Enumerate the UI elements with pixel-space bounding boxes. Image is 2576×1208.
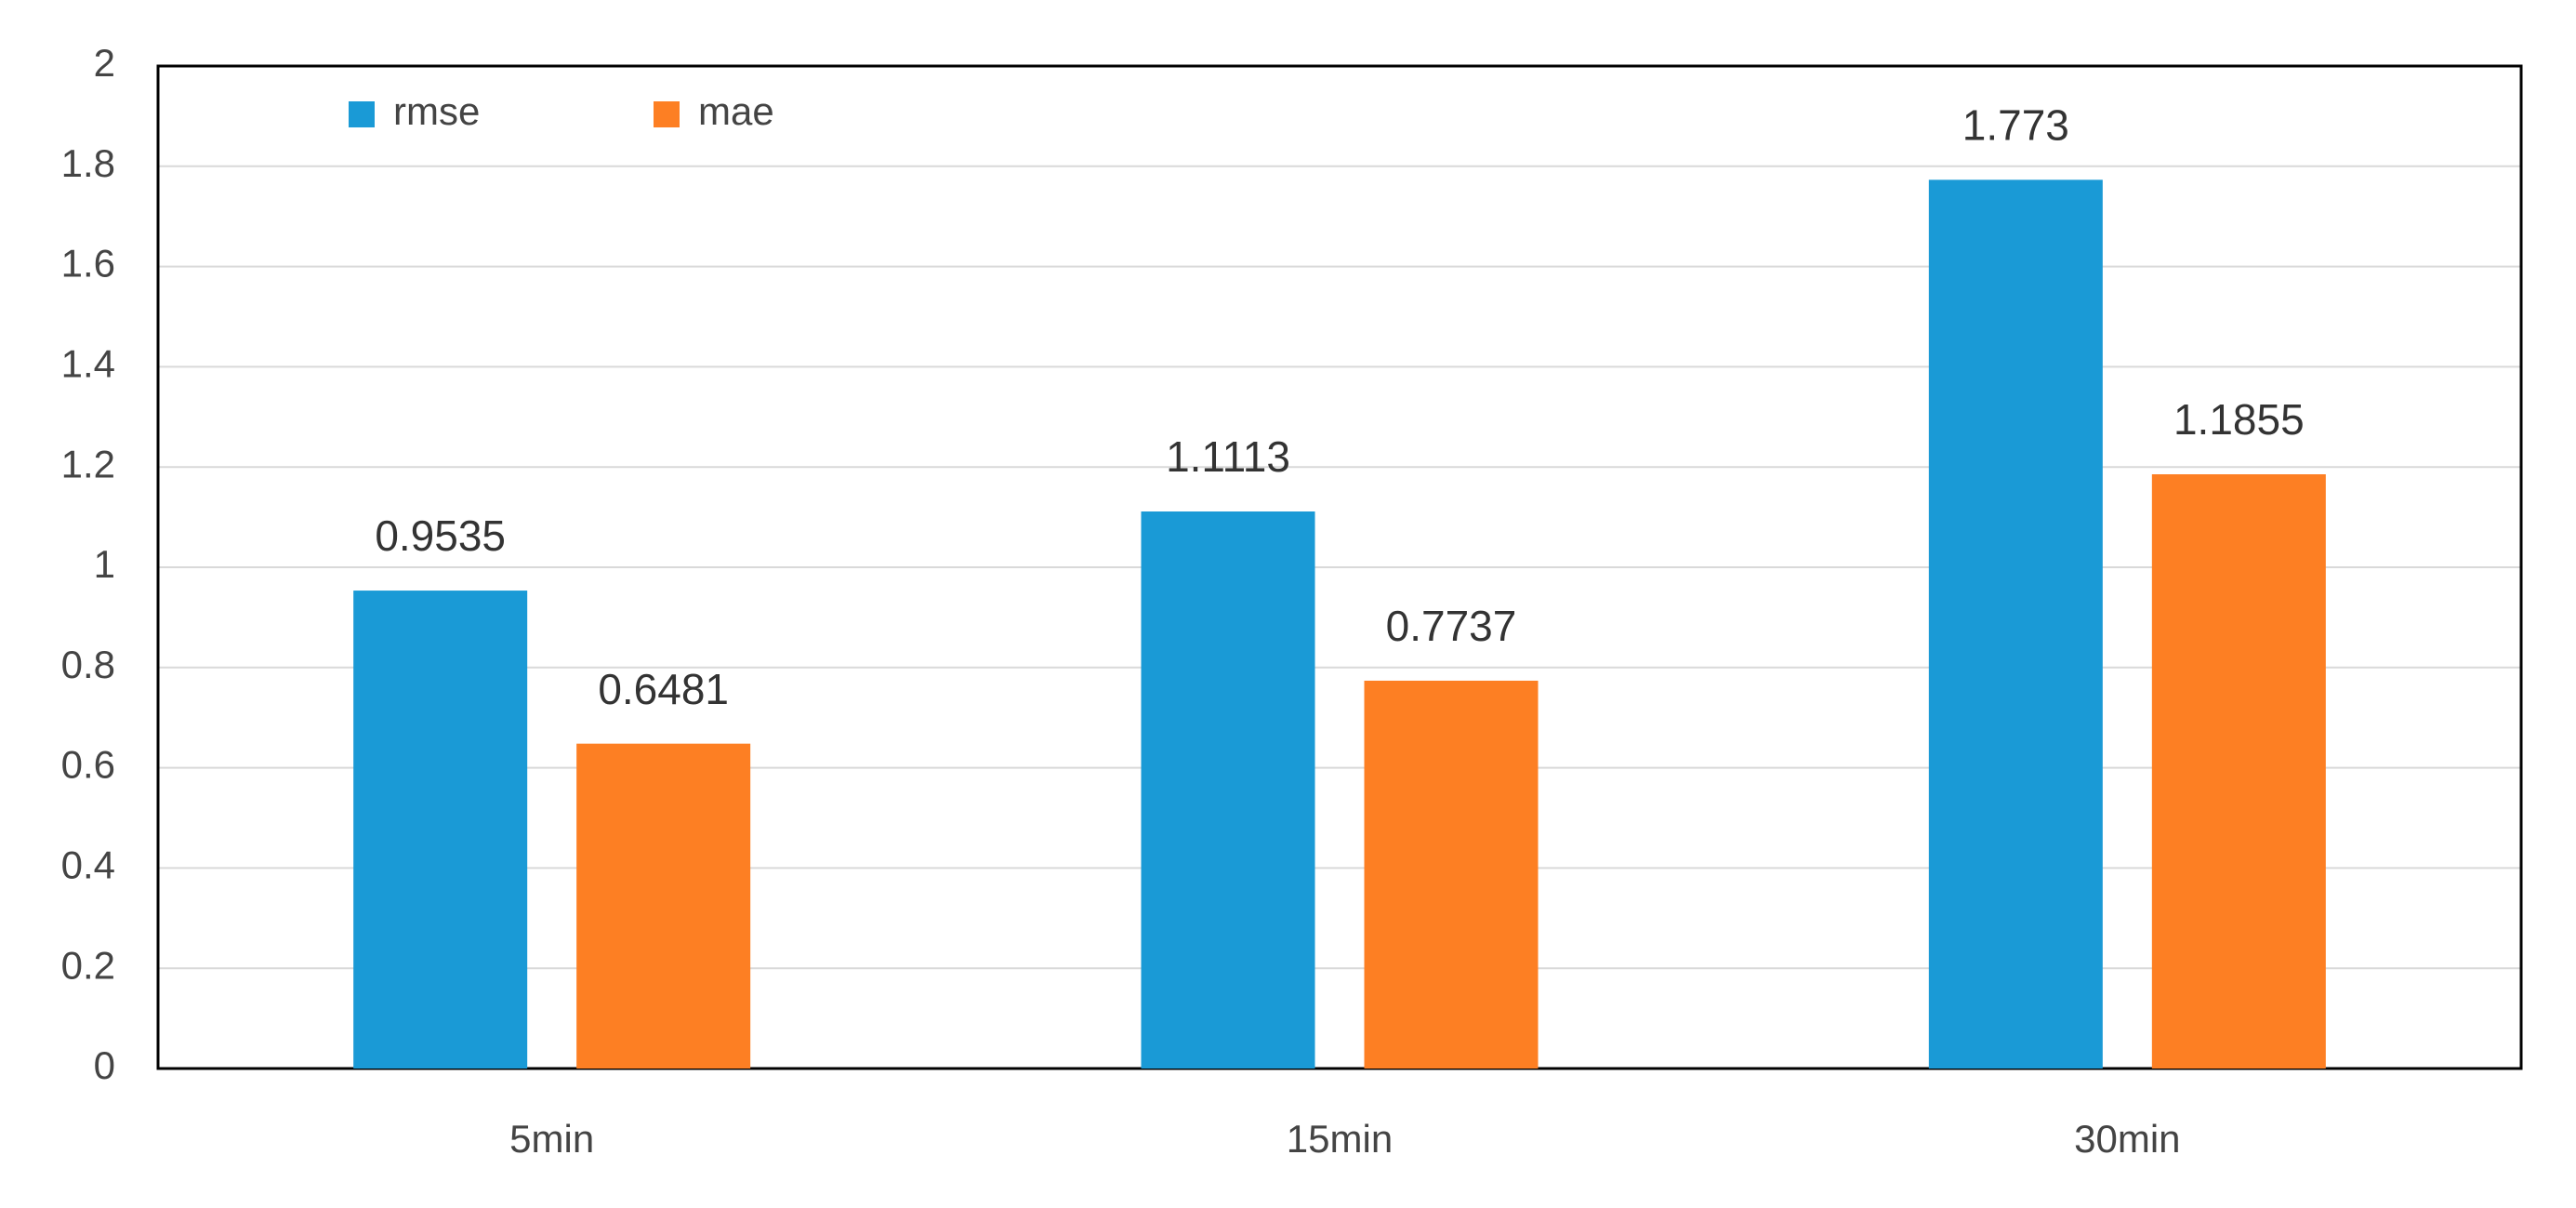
value-label: 1.1113 [1166,432,1290,481]
y-tick-label: 0.6 [61,743,115,787]
y-tick-label: 1.8 [61,141,115,185]
legend-swatch [654,101,680,127]
y-tick-label: 1.2 [61,442,115,485]
y-tick-label: 0.8 [61,643,115,686]
bar [2151,474,2326,1069]
y-tick-label: 2 [94,41,115,85]
bar [1364,680,1539,1069]
bar [1928,179,2103,1069]
y-tick-label: 0.4 [61,843,115,886]
bar [1141,511,1315,1069]
y-tick-label: 0.2 [61,943,115,987]
value-label: 0.9535 [375,511,506,560]
value-label: 0.6481 [598,665,729,713]
y-tick-label: 1.4 [61,341,115,385]
x-tick-label: 30min [2074,1117,2180,1161]
y-tick-label: 0 [94,1043,115,1087]
value-label: 1.1855 [2173,395,2305,444]
y-tick-label: 1.6 [61,242,115,285]
value-label: 0.7737 [1386,602,1517,650]
x-tick-label: 5min [509,1117,594,1161]
bar [353,591,528,1069]
legend-label: rmse [393,89,480,133]
legend-swatch [349,101,375,127]
plot-border [156,64,2523,1070]
y-tick-label: 1 [94,542,115,586]
bar [576,743,751,1069]
value-label: 1.773 [1962,101,2069,150]
x-tick-label: 15min [1287,1117,1393,1161]
legend-label: mae [698,89,774,133]
